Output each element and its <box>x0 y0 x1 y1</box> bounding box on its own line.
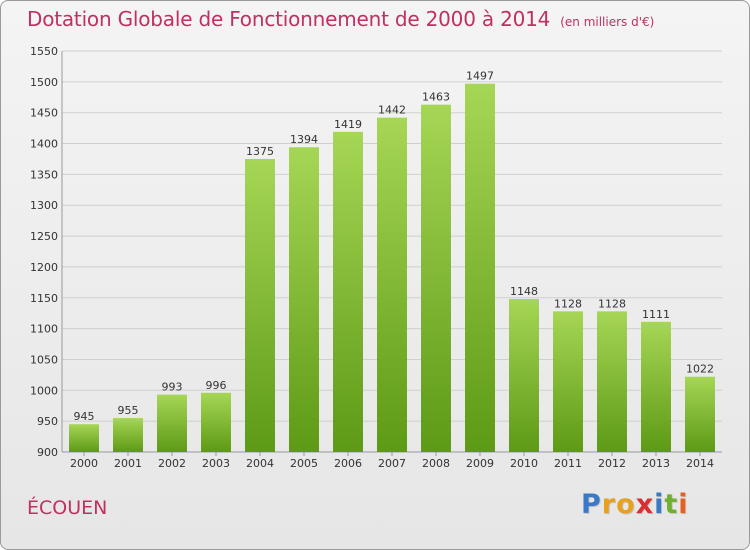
bar-2002 <box>157 394 187 452</box>
bar-2010 <box>509 299 539 452</box>
x-tick-label: 2008 <box>422 457 450 470</box>
data-label-2000: 945 <box>74 410 95 423</box>
data-label-2008: 1463 <box>422 91 450 104</box>
x-tick-label: 2001 <box>114 457 142 470</box>
x-tick-label: 2000 <box>70 457 98 470</box>
y-tick-label: 1050 <box>30 353 58 366</box>
y-axis-ticks: 900 950 1000 1050 1100 1150 1200 1250 1300 1350 14… <box>30 45 58 459</box>
y-tick-label: 1550 <box>30 45 58 58</box>
y-tick-label: 1500 <box>30 76 58 89</box>
data-label-2001: 955 <box>118 404 139 417</box>
bar-2001 <box>113 418 143 452</box>
y-tick-label: 1350 <box>30 168 58 181</box>
x-tick-label: 2013 <box>642 457 670 470</box>
data-label-2011: 1128 <box>554 297 582 310</box>
data-label-2003: 996 <box>206 379 227 392</box>
y-tick-label: 1250 <box>30 230 58 243</box>
title-row: Dotation Globale de Fonctionnement de 20… <box>27 7 654 31</box>
logo-letter: i <box>678 489 689 520</box>
bar-2012 <box>597 311 627 452</box>
data-label-2013: 1111 <box>642 308 670 321</box>
data-label-2006: 1419 <box>334 118 362 131</box>
y-tick-label: 950 <box>37 415 58 428</box>
x-tick-label: 2012 <box>598 457 626 470</box>
data-labels: 945 955 993 996 1375 1394 1419 1442 1463 1497 1148… <box>74 70 715 424</box>
bar-2004 <box>245 158 275 452</box>
y-tick-label: 1150 <box>30 292 58 305</box>
bar-2006 <box>333 131 363 452</box>
x-tick-label: 2010 <box>510 457 538 470</box>
x-tick-label: 2004 <box>246 457 274 470</box>
bar-2011 <box>553 311 583 452</box>
y-tick-label: 1300 <box>30 199 58 212</box>
bar-2005 <box>289 147 319 453</box>
logo-letter: r <box>601 489 617 520</box>
x-tick-label: 2011 <box>554 457 582 470</box>
data-label-2005: 1394 <box>290 133 318 146</box>
x-tick-label: 2003 <box>202 457 230 470</box>
x-tick-label: 2007 <box>378 457 406 470</box>
data-label-2010: 1148 <box>510 285 538 298</box>
data-label-2002: 993 <box>162 381 183 394</box>
y-tick-label: 1200 <box>30 261 58 274</box>
data-label-2014: 1022 <box>686 363 714 376</box>
y-tick-label: 900 <box>37 446 58 459</box>
y-tick-label: 1400 <box>30 138 58 151</box>
x-tick-label: 2014 <box>686 457 714 470</box>
y-tick-label: 1450 <box>30 107 58 120</box>
y-tick-label: 1100 <box>30 323 58 336</box>
bar-2014 <box>685 376 715 452</box>
bar-2008 <box>421 104 451 453</box>
commune-name: ÉCOUEN <box>27 497 108 519</box>
logo-letter: x <box>635 489 655 520</box>
data-label-2007: 1442 <box>378 104 406 117</box>
x-tick-label: 2006 <box>334 457 362 470</box>
logo-letter: t <box>664 489 679 520</box>
chart-subtitle: (en milliers d'€) <box>560 15 655 29</box>
bar-2013 <box>641 321 671 452</box>
bar-2007 <box>377 117 407 453</box>
bar-2009 <box>465 83 495 452</box>
chart-title: Dotation Globale de Fonctionnement de 20… <box>27 7 551 31</box>
x-axis-ticks: 2000 2001 2002 2003 2004 2005 2006 2007 2008 2009… <box>70 452 714 470</box>
data-label-2009: 1497 <box>466 70 494 83</box>
x-tick-label: 2002 <box>158 457 186 470</box>
x-tick-label: 2005 <box>290 457 318 470</box>
proxiti-logo: Proxiti <box>581 489 689 520</box>
data-label-2012: 1128 <box>598 297 626 310</box>
data-label-2004: 1375 <box>246 145 274 158</box>
bar-2003 <box>201 392 231 452</box>
bar-2000 <box>69 424 99 452</box>
logo-letter: i <box>654 489 665 520</box>
logo-letter: P <box>581 489 602 520</box>
logo-letter: o <box>616 489 636 520</box>
bars <box>69 83 715 453</box>
x-tick-label: 2009 <box>466 457 494 470</box>
y-tick-label: 1000 <box>30 384 58 397</box>
